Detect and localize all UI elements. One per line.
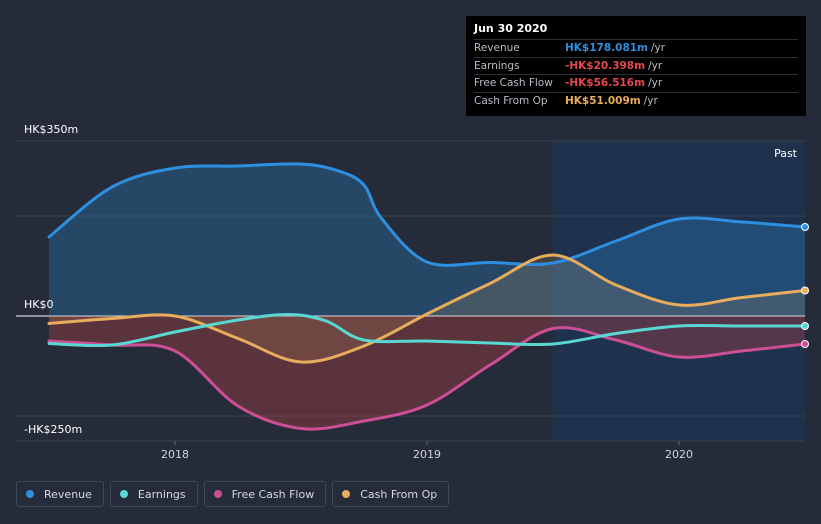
data-tooltip: Jun 30 2020 Revenue HK$178.081m /yr Earn… bbox=[466, 16, 806, 116]
legend: Revenue Earnings Free Cash Flow Cash Fro… bbox=[16, 481, 450, 507]
tooltip-value: HK$178.081m bbox=[565, 42, 648, 55]
legend-label: Earnings bbox=[137, 487, 186, 501]
endpoint-revenue bbox=[801, 223, 809, 231]
line-earnings bbox=[47, 312, 807, 348]
line-revenue bbox=[47, 162, 807, 267]
series-lines bbox=[47, 162, 807, 431]
legend-label: Cash From Op bbox=[360, 487, 438, 501]
endpoint-free-cash-flow bbox=[801, 340, 809, 348]
tooltip-row-earnings: Earnings -HK$20.398m /yr bbox=[474, 56, 798, 75]
tooltip-value: -HK$56.516m bbox=[565, 77, 646, 90]
area-free-cash-flow bbox=[49, 316, 805, 430]
tooltip-unit: /yr bbox=[648, 77, 663, 90]
area-cash-from-op bbox=[49, 254, 805, 363]
x-tick-label-2020: 2020 bbox=[665, 448, 693, 461]
tooltip-label: Revenue bbox=[474, 42, 520, 55]
tooltip-label: Cash From Op bbox=[474, 94, 548, 107]
legend-item-free-cash-flow[interactable]: Free Cash Flow bbox=[203, 481, 327, 507]
line-free-cash-flow bbox=[47, 326, 807, 431]
legend-dot-icon bbox=[119, 490, 128, 498]
series-areas bbox=[49, 163, 805, 430]
legend-dot-icon bbox=[342, 490, 351, 498]
legend-dot-icon bbox=[213, 490, 222, 498]
tooltip-unit: /yr bbox=[643, 94, 658, 107]
line-cash-from-op bbox=[47, 253, 807, 364]
tooltip-value: -HK$20.398m bbox=[565, 59, 646, 72]
tooltip-row-cash-from-op: Cash From Op HK$51.009m /yr bbox=[474, 91, 798, 110]
x-tick-label-2018: 2018 bbox=[161, 448, 189, 461]
tooltip-unit: /yr bbox=[651, 42, 666, 55]
past-label: Past bbox=[774, 147, 798, 160]
area-revenue bbox=[49, 163, 805, 316]
legend-label: Revenue bbox=[44, 487, 92, 501]
tooltip-date: Jun 30 2020 bbox=[474, 22, 548, 35]
axis-labels: HK$350m HK$0 -HK$250m 2018 2019 2020 Pas… bbox=[24, 123, 798, 461]
legend-label: Free Cash Flow bbox=[231, 487, 315, 501]
tooltip-row-revenue: Revenue HK$178.081m /yr bbox=[474, 39, 798, 57]
tooltip-value: HK$51.009m bbox=[565, 94, 641, 107]
tooltip-row-free-cash-flow: Free Cash Flow -HK$56.516m /yr bbox=[474, 74, 798, 92]
gridlines bbox=[16, 140, 805, 445]
legend-item-cash-from-op[interactable]: Cash From Op bbox=[332, 481, 450, 507]
endpoint-earnings bbox=[801, 322, 809, 330]
legend-item-revenue[interactable]: Revenue bbox=[16, 481, 104, 507]
past-region-shade bbox=[553, 141, 805, 441]
legend-item-earnings[interactable]: Earnings bbox=[109, 481, 198, 507]
chart: HK$350m HK$0 -HK$250m 2018 2019 2020 Pas… bbox=[16, 123, 809, 461]
y-tick-label-top: HK$350m bbox=[24, 123, 78, 136]
series-endpoints bbox=[801, 223, 809, 348]
y-tick-label-zero: HK$0 bbox=[24, 298, 53, 311]
tooltip-label: Free Cash Flow bbox=[474, 77, 553, 90]
legend-dot-icon bbox=[26, 490, 34, 498]
endpoint-cash-from-op bbox=[801, 286, 809, 295]
tooltip-unit: /yr bbox=[648, 59, 663, 72]
x-tick-label-2019: 2019 bbox=[413, 448, 441, 461]
y-tick-label-bottom: -HK$250m bbox=[24, 423, 82, 436]
tooltip-label: Earnings bbox=[474, 59, 520, 72]
